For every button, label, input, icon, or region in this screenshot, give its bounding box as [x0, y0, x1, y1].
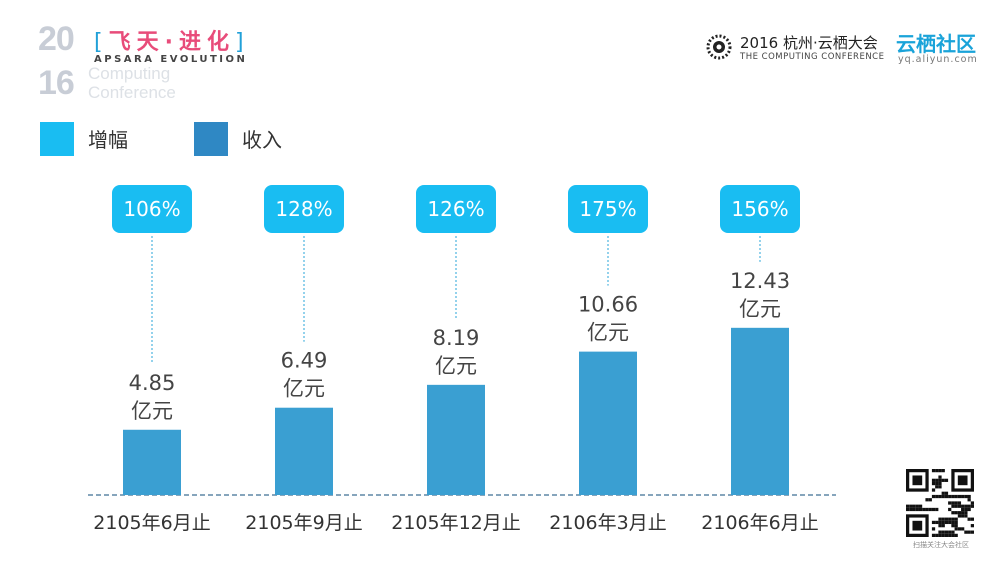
- logo-watermark-line1: Computing: [88, 64, 171, 83]
- growth-label: 128%: [275, 197, 332, 221]
- conference-logo: 2016 杭州·云栖大会 THE COMPUTING CONFERENCE 云栖…: [704, 30, 994, 70]
- revenue-value-label: 10.66: [578, 293, 638, 317]
- growth-label: 106%: [123, 197, 180, 221]
- category-label: 2106年6月止: [701, 512, 818, 534]
- revenue-value-label: 12.43: [730, 269, 790, 293]
- logo-apsara: APSARA EVOLUTION: [94, 54, 248, 65]
- qr-caption: 扫描关注大会社区: [913, 541, 969, 549]
- logo-slogan: [飞天·进化]: [94, 24, 250, 56]
- legend-swatch-revenue: [194, 122, 228, 156]
- revenue-value-label: 8.19: [433, 326, 480, 350]
- revenue-unit-label: 亿元: [587, 321, 629, 345]
- category-label: 2106年3月止: [549, 512, 666, 534]
- growth-label: 175%: [579, 197, 636, 221]
- qr-code-icon: [906, 469, 974, 537]
- revenue-bar: [123, 429, 181, 495]
- logo-watermark-line2: Conference: [88, 83, 176, 102]
- revenue-bar: [579, 351, 637, 495]
- slogan-open-bracket: [: [94, 30, 109, 55]
- category-label: 2105年6月止: [93, 512, 210, 534]
- growth-box: [112, 185, 192, 233]
- growth-box: [416, 185, 496, 233]
- slogan-text: 飞天·进化: [108, 30, 235, 55]
- legend-label-revenue: 收入: [242, 128, 282, 152]
- category-label: 2105年9月止: [245, 512, 362, 534]
- revenue-value-label: 4.85: [129, 371, 176, 395]
- logo-year-top: 20: [38, 20, 75, 58]
- logo-year-bottom: 16: [38, 64, 75, 102]
- conference-gear-icon: [706, 34, 732, 60]
- revenue-unit-label: 亿元: [131, 399, 173, 423]
- apsara-logo: 20 Computing Conference 16 [飞天·进化] APSAR…: [38, 22, 268, 102]
- community-url: yq.aliyun.com: [898, 54, 978, 65]
- growth-box: [264, 185, 344, 233]
- revenue-bar: [427, 384, 485, 495]
- conference-title: 2016 杭州·云栖大会: [740, 34, 878, 52]
- community-name: 云栖社区: [896, 32, 976, 56]
- growth-box: [720, 185, 800, 233]
- revenue-bar: [731, 327, 789, 495]
- growth-box: [568, 185, 648, 233]
- conference-subtitle: THE COMPUTING CONFERENCE: [740, 52, 885, 62]
- slogan-close-bracket: ]: [234, 30, 250, 55]
- revenue-unit-label: 亿元: [739, 297, 781, 321]
- legend-swatch-growth: [40, 122, 74, 156]
- growth-label: 126%: [427, 197, 484, 221]
- category-label: 2105年12月止: [391, 512, 521, 534]
- revenue-bar: [275, 407, 333, 495]
- revenue-value-label: 6.49: [281, 349, 328, 373]
- revenue-unit-label: 亿元: [283, 377, 325, 401]
- growth-label: 156%: [731, 197, 788, 221]
- revenue-unit-label: 亿元: [435, 354, 477, 378]
- legend-label-growth: 增幅: [88, 128, 128, 152]
